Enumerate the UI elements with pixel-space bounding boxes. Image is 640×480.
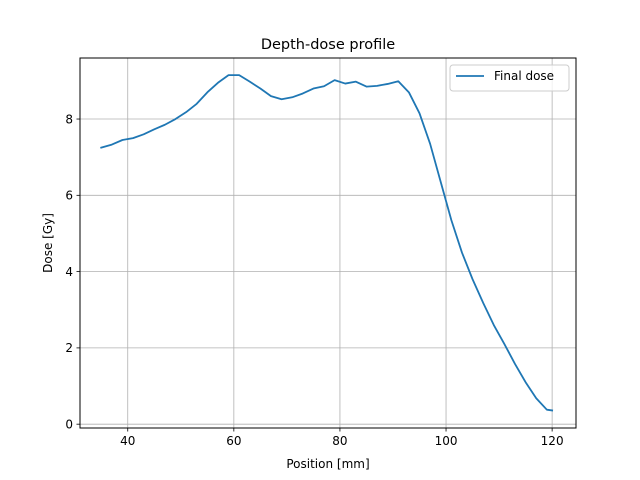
y-tick-label: 6	[65, 189, 73, 203]
x-tick-label: 40	[120, 434, 135, 448]
y-axis-label: Dose [Gy]	[41, 213, 55, 273]
x-tick-label: 100	[435, 434, 458, 448]
y-tick-label: 2	[65, 341, 73, 355]
grid	[80, 58, 576, 428]
series	[100, 74, 554, 412]
x-tick-label: 120	[541, 434, 564, 448]
plot-area-frame	[79, 57, 577, 429]
axis-ticks: 40 60 80 100 120 0 2 4 6 8	[65, 112, 563, 448]
legend-label-final-dose: Final dose	[494, 69, 554, 83]
y-tick-label: 4	[65, 265, 73, 279]
y-tick-label: 8	[65, 112, 73, 126]
x-axis-label: Position [mm]	[286, 457, 369, 471]
legend-box	[449, 64, 570, 92]
x-tick-label: 60	[226, 434, 241, 448]
series-line-final-dose	[100, 74, 554, 412]
chart-title: Depth-dose profile	[261, 37, 395, 53]
x-tick-label: 80	[332, 434, 347, 448]
y-tick-label: 0	[65, 417, 73, 431]
legend: Final dose	[449, 64, 570, 92]
